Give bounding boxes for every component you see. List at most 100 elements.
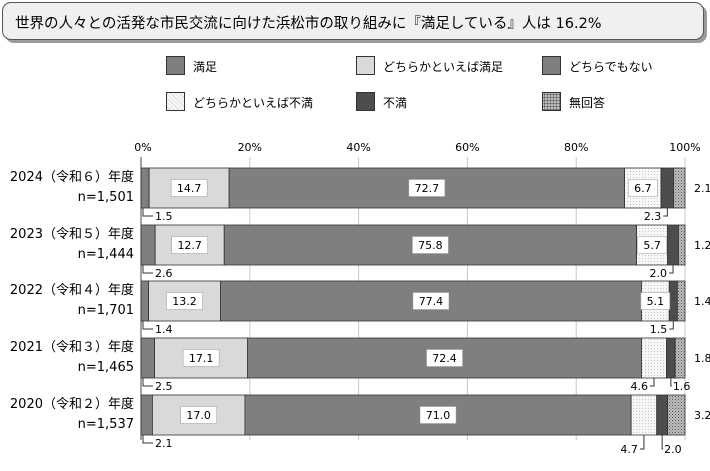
legend-swatch-manzoku	[166, 56, 185, 75]
bar-segment-mukaito	[676, 280, 686, 322]
data-label: 6.7	[634, 182, 652, 195]
leader-line	[142, 378, 153, 387]
leader-line	[670, 378, 672, 387]
bar-segment-manzoku	[140, 167, 150, 209]
data-label: 72.7	[415, 182, 440, 195]
category-year-label: 2020（令和２）年度	[9, 397, 134, 412]
bar-segment-mukaito	[674, 337, 686, 379]
data-label-box	[166, 292, 203, 310]
category-n-label: n=1,501	[77, 190, 134, 205]
data-label-box	[412, 236, 449, 254]
chart-title: 世界の人々との活発な市民交流に向けた浜松市の取り組みに『満足している』人は 16…	[15, 16, 602, 32]
data-label-fuman: 2.0	[664, 443, 682, 456]
bar-segment-dochirakato-fuman	[641, 337, 667, 379]
leader-line	[142, 435, 153, 444]
leader-line	[669, 321, 674, 330]
category-n-label: n=1,701	[77, 303, 134, 318]
data-label-box	[426, 349, 463, 367]
data-label-dochirakato-fuman: 4.6	[630, 380, 648, 393]
bar-segment-manzoku	[140, 394, 153, 436]
data-label-mukaito: 1.4	[694, 295, 710, 308]
data-label-fuman: 2.3	[644, 210, 662, 223]
data-label-box	[637, 236, 667, 254]
legend-swatch-dochirademo	[542, 56, 561, 75]
legend-swatch-dochirakato-fuman	[166, 92, 185, 111]
data-label: 75.8	[418, 239, 443, 252]
x-tick-label: 60%	[455, 141, 479, 154]
category-n-label: n=1,465	[77, 360, 134, 375]
legend-label-dochirakato-fuman: どちらかといえば不満	[193, 96, 314, 110]
data-label: 13.2	[172, 295, 197, 308]
data-label-box	[170, 179, 208, 197]
bar-segment-mukaito	[673, 167, 686, 209]
data-label-box	[412, 292, 450, 310]
data-label-box	[171, 236, 208, 254]
data-label-box	[182, 349, 220, 367]
category-year-label: 2023（令和５）年度	[9, 227, 134, 242]
data-label-fuman: 1.6	[673, 380, 691, 393]
leader-line	[142, 265, 153, 274]
bar-segment-dochirakato-fuman	[630, 394, 658, 436]
legend-label-fuman: 不満	[383, 96, 408, 110]
data-label-box	[408, 179, 446, 197]
data-label: 14.7	[177, 182, 202, 195]
data-label-mukaito: 1.2	[694, 239, 710, 252]
data-label-mukaito: 1.8	[694, 352, 710, 365]
x-tick-label: 0%	[134, 141, 151, 154]
legend-swatch-dochirakato-manzoku	[356, 56, 375, 75]
leader-line	[669, 265, 674, 274]
leader-line	[142, 321, 153, 330]
title-box: 世界の人々との活発な市民交流に向けた浜松市の取り組みに『満足している』人は 16…	[2, 2, 704, 40]
category-n-label: n=1,444	[77, 247, 134, 262]
x-tick-label: 20%	[238, 141, 262, 154]
leader-line	[663, 208, 668, 217]
legend-label-mukaito: 無回答	[569, 96, 606, 110]
legend-label-dochirakato-manzoku: どちらかといえば満足	[383, 60, 504, 74]
leader-line	[142, 208, 153, 217]
data-label-mukaito: 2.1	[694, 182, 710, 195]
legend-swatch-fuman	[356, 92, 375, 111]
data-label: 17.0	[186, 409, 211, 422]
data-label-fuman: 1.5	[650, 323, 668, 336]
category-year-label: 2022（令和４）年度	[9, 283, 134, 298]
bar-segment-fuman	[656, 394, 668, 436]
data-label-manzoku: 1.4	[155, 323, 173, 336]
x-tick-label: 40%	[346, 141, 370, 154]
leader-line	[649, 378, 655, 387]
data-label-box	[180, 406, 217, 424]
data-label-manzoku: 2.6	[155, 267, 173, 280]
data-label-fuman: 2.0	[650, 267, 668, 280]
data-label-manzoku: 2.1	[155, 437, 173, 450]
bar-segment-mukaito	[678, 224, 686, 266]
data-label: 5.7	[643, 239, 661, 252]
data-label-box	[628, 179, 658, 197]
data-label: 17.1	[189, 352, 214, 365]
data-label-box	[640, 292, 671, 310]
bar-segment-fuman	[666, 337, 676, 379]
data-label-dochirakato-fuman: 4.7	[620, 443, 638, 456]
category-year-label: 2024（令和６）年度	[9, 170, 134, 185]
legend-label-dochirademo: どちらでもない	[569, 60, 653, 74]
leader-line	[639, 435, 645, 450]
x-tick-label: 80%	[564, 141, 588, 154]
bar-segment-fuman	[660, 167, 674, 209]
data-label: 77.4	[419, 295, 444, 308]
data-label: 12.7	[177, 239, 202, 252]
bar-segment-manzoku	[140, 280, 150, 322]
category-n-label: n=1,537	[77, 417, 134, 432]
legend-swatch-mukaito	[542, 92, 561, 111]
leader-line	[661, 435, 664, 450]
data-label: 71.0	[426, 409, 451, 422]
data-label-manzoku: 1.5	[155, 210, 173, 223]
data-label: 5.1	[647, 295, 665, 308]
data-label-mukaito: 3.2	[694, 409, 710, 422]
category-year-label: 2021（令和３）年度	[9, 340, 134, 355]
bar-segment-fuman	[668, 280, 678, 322]
bar-segment-manzoku	[140, 337, 155, 379]
data-label: 72.4	[432, 352, 457, 365]
bar-segment-fuman	[667, 224, 679, 266]
legend-label-manzoku: 満足	[193, 60, 218, 74]
bar-segment-manzoku	[140, 224, 156, 266]
data-label-manzoku: 2.5	[155, 380, 173, 393]
